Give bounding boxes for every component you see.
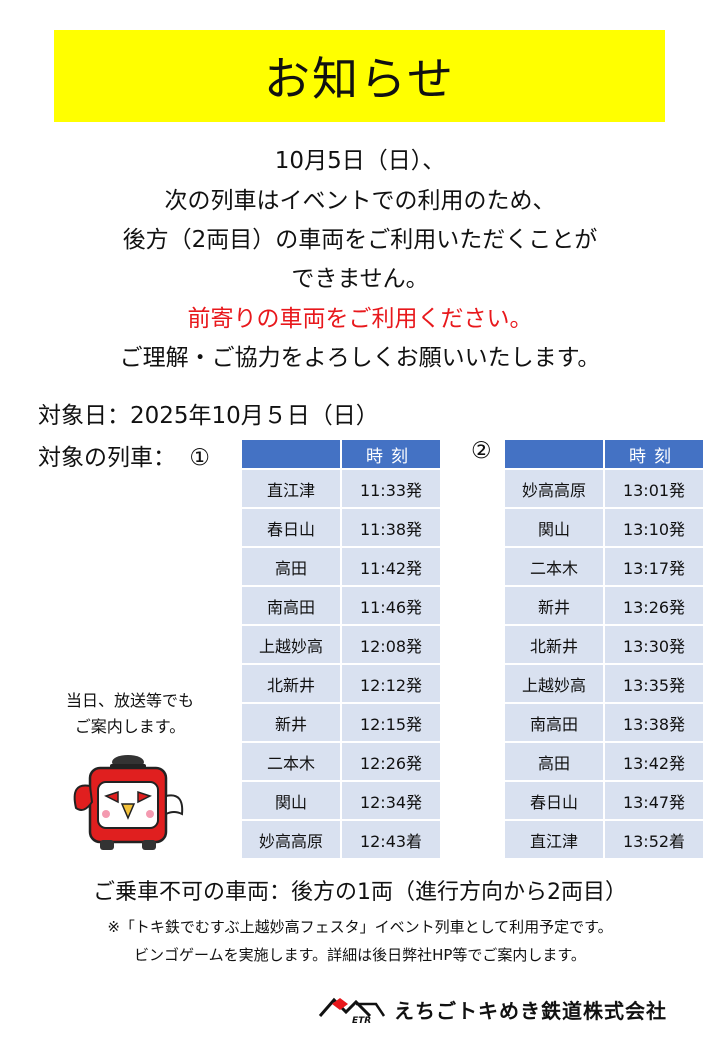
notice-line-5-red: 前寄りの車両をご利用ください。 xyxy=(187,306,533,332)
footnote-1: ※「トキ鉄でむすぶ上越妙高フェスタ」イベント列車として利用予定です。 xyxy=(107,918,613,936)
table-row: 新井 13:26発 xyxy=(505,587,703,626)
table-row: 南高田 11:46発 xyxy=(242,587,440,626)
station-cell: 新井 xyxy=(242,704,342,743)
notice-line-4: できません。 xyxy=(291,266,429,292)
time-cell: 12:08発 xyxy=(342,626,440,665)
notice-line-6: ご理解・ご協力をよろしくお願いいたします。 xyxy=(119,345,601,371)
table-row: 新井 12:15発 xyxy=(242,704,440,743)
time-cell: 13:26発 xyxy=(605,587,703,626)
table-header-row: 時刻 xyxy=(242,440,440,470)
station-cell: 関山 xyxy=(242,782,342,821)
table-row: 北新井 12:12発 xyxy=(242,665,440,704)
station-cell: 関山 xyxy=(505,509,605,548)
table-row: 二本木 13:17発 xyxy=(505,548,703,587)
time-cell: 13:47発 xyxy=(605,782,703,821)
target-date: 対象日：2025年10月５日（日） xyxy=(38,403,379,429)
time-cell: 13:35発 xyxy=(605,665,703,704)
time-cell: 11:33発 xyxy=(342,470,440,509)
time-cell: 12:34発 xyxy=(342,782,440,821)
company-name: えちごトキめき鉄道株式会社 xyxy=(394,998,667,1023)
time-cell: 11:38発 xyxy=(342,509,440,548)
title-banner: お知らせ xyxy=(54,30,665,122)
timetable-1: 時刻 直江津 11:33発 春日山 11:38発 高田 11:42発 南高田 11:46発 上越妙… xyxy=(242,440,440,860)
time-cell: 11:42発 xyxy=(342,548,440,587)
header-time-cell: 時刻 xyxy=(342,440,440,470)
time-cell: 11:46発 xyxy=(342,587,440,626)
table-row: 春日山 11:38発 xyxy=(242,509,440,548)
circle-2: ② xyxy=(471,438,492,464)
broadcast-note: 当日、放送等でも ご案内します。 xyxy=(65,691,194,736)
timetable-2: 時刻 妙高高原 13:01発 関山 13:10発 二本木 13:17発 新井 13:26発 北新井… xyxy=(505,440,703,860)
footnote-2: ビンゴゲームを実施します。詳細は後日弊社HP等でご案内します。 xyxy=(134,946,586,964)
table-row: 南高田 13:38発 xyxy=(505,704,703,743)
table-row: 直江津 13:52着 xyxy=(505,821,703,860)
table-row: 関山 12:34発 xyxy=(242,782,440,821)
table-row: 妙高高原 12:43着 xyxy=(242,821,440,860)
company-logo-text: ETR xyxy=(352,1016,371,1024)
time-cell: 12:12発 xyxy=(342,665,440,704)
station-cell: 上越妙高 xyxy=(505,665,605,704)
table-row: 妙高高原 13:01発 xyxy=(505,470,703,509)
time-cell: 13:52着 xyxy=(605,821,703,860)
station-cell: 直江津 xyxy=(505,821,605,860)
table-row: 北新井 13:30発 xyxy=(505,626,703,665)
no-boarding-car: ご乗車不可の車両：後方の1両（進行方向から2両目） xyxy=(93,880,627,905)
header-station-cell xyxy=(242,440,342,470)
station-cell: 高田 xyxy=(505,743,605,782)
time-cell: 12:43着 xyxy=(342,821,440,860)
station-cell: 妙高高原 xyxy=(505,470,605,509)
table-row: 上越妙高 13:35発 xyxy=(505,665,703,704)
notice-line-3: 後方（2両目）の車両をご利用いただくことが xyxy=(122,227,598,253)
station-cell: 春日山 xyxy=(505,782,605,821)
station-cell: 上越妙高 xyxy=(242,626,342,665)
station-cell: 妙高高原 xyxy=(242,821,342,860)
company-signature: ETR えちごトキめき鉄道株式会社 xyxy=(318,994,667,1024)
table-row: 二本木 12:26発 xyxy=(242,743,440,782)
time-cell: 13:01発 xyxy=(605,470,703,509)
station-cell: 二本木 xyxy=(505,548,605,587)
time-cell: 13:10発 xyxy=(605,509,703,548)
time-cell: 13:30発 xyxy=(605,626,703,665)
station-cell: 南高田 xyxy=(505,704,605,743)
table-row: 高田 13:42発 xyxy=(505,743,703,782)
table-row: 高田 11:42発 xyxy=(242,548,440,587)
station-cell: 北新井 xyxy=(505,626,605,665)
target-train-label: 対象の列車： ① xyxy=(38,445,210,471)
table-header-row: 時刻 xyxy=(505,440,703,470)
table-row: 関山 13:10発 xyxy=(505,509,703,548)
page-title: お知らせ xyxy=(263,52,456,106)
circle-1: ① xyxy=(189,445,210,471)
mascot-illustration xyxy=(73,755,184,850)
time-cell: 12:26発 xyxy=(342,743,440,782)
station-cell: 高田 xyxy=(242,548,342,587)
station-cell: 直江津 xyxy=(242,470,342,509)
time-cell: 13:38発 xyxy=(605,704,703,743)
table-row: 直江津 11:33発 xyxy=(242,470,440,509)
company-logo-icon: ETR xyxy=(318,997,386,1024)
header-time-cell: 時刻 xyxy=(605,440,703,470)
table-row: 上越妙高 12:08発 xyxy=(242,626,440,665)
time-cell: 13:17発 xyxy=(605,548,703,587)
time-cell: 13:42発 xyxy=(605,743,703,782)
notice-line-2: 次の列車はイベントでの利用のため、 xyxy=(164,188,556,214)
station-cell: 新井 xyxy=(505,587,605,626)
time-cell: 12:15発 xyxy=(342,704,440,743)
table-row: 春日山 13:47発 xyxy=(505,782,703,821)
station-cell: 二本木 xyxy=(242,743,342,782)
header-station-cell xyxy=(505,440,605,470)
station-cell: 春日山 xyxy=(242,509,342,548)
station-cell: 南高田 xyxy=(242,587,342,626)
notice-line-1: 10月5日（日）、 xyxy=(274,148,446,174)
station-cell: 北新井 xyxy=(242,665,342,704)
